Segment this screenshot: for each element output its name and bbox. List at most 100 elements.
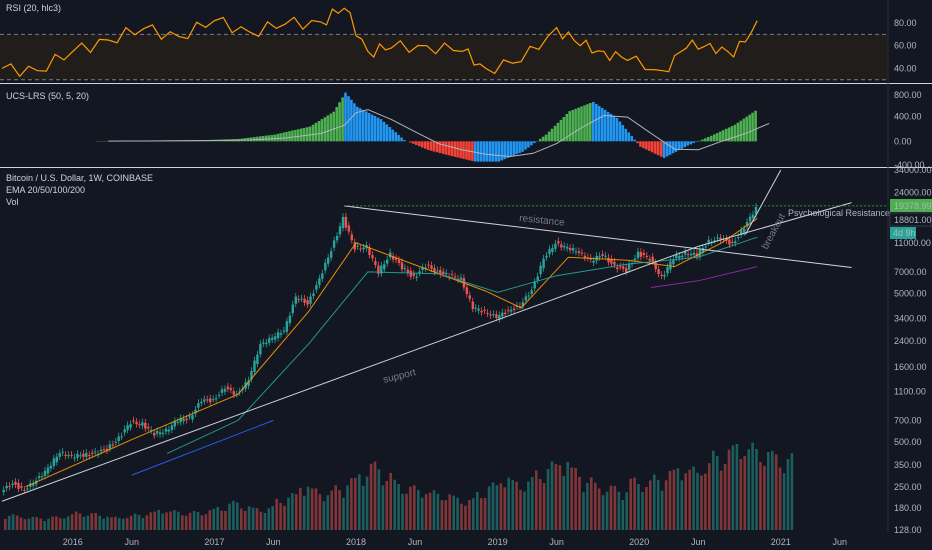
lrs-bar bbox=[577, 107, 580, 142]
volume-bar bbox=[302, 495, 306, 530]
volume-bar bbox=[59, 518, 62, 530]
candle bbox=[418, 271, 421, 274]
candle bbox=[645, 255, 648, 257]
lrs-bar bbox=[441, 141, 445, 154]
candle bbox=[26, 488, 29, 490]
volume-bar bbox=[586, 483, 589, 530]
candle bbox=[138, 424, 141, 426]
volume-bar bbox=[786, 459, 790, 530]
lrs-bar bbox=[302, 127, 306, 142]
lrs-bar bbox=[388, 127, 392, 142]
volume-bar bbox=[550, 461, 554, 530]
time-tick-label: 2020 bbox=[629, 537, 649, 547]
lrs-bar bbox=[715, 133, 719, 142]
volume-legend: Vol bbox=[6, 197, 19, 207]
lrs-bar bbox=[656, 141, 660, 156]
volume-bar bbox=[51, 516, 54, 530]
lrs-bar bbox=[630, 136, 633, 142]
candle bbox=[209, 398, 212, 403]
candle bbox=[223, 389, 227, 392]
volume-bar bbox=[487, 486, 491, 530]
volume-bar bbox=[27, 518, 31, 530]
candle bbox=[521, 302, 525, 307]
volume-bar bbox=[153, 511, 156, 530]
volume-bar bbox=[220, 510, 223, 530]
price-badge-2-text: 18801.00 bbox=[894, 215, 932, 225]
lrs-bar bbox=[320, 119, 324, 142]
volume-bar bbox=[322, 501, 326, 530]
volume-bar bbox=[727, 449, 731, 530]
lrs-bar bbox=[745, 116, 748, 142]
lrs-bar bbox=[586, 104, 589, 142]
lrs-bar bbox=[671, 141, 675, 154]
volume-bar bbox=[157, 509, 160, 530]
volume-bar bbox=[719, 470, 723, 530]
lrs-bar bbox=[344, 92, 347, 142]
volume-bar bbox=[11, 514, 15, 530]
candle bbox=[689, 253, 693, 256]
candle bbox=[347, 225, 351, 232]
time-axis: 2016 Jun 2017 Jun 2018 Jun 2019 Jun 2020 Jun 2021 J… bbox=[63, 537, 847, 547]
volume-bar bbox=[590, 477, 593, 530]
candle bbox=[560, 244, 563, 248]
candle bbox=[214, 398, 218, 400]
lrs-bar bbox=[651, 141, 654, 153]
candle bbox=[551, 248, 554, 252]
lrs-bar bbox=[689, 141, 692, 145]
candle bbox=[442, 271, 445, 275]
candle bbox=[91, 452, 94, 454]
lrs-bar bbox=[249, 137, 253, 142]
lrs-bar bbox=[264, 135, 268, 142]
volume-bar bbox=[385, 480, 389, 530]
candle bbox=[686, 254, 690, 256]
candle bbox=[622, 266, 625, 269]
candle bbox=[153, 432, 156, 436]
volume-bar bbox=[66, 516, 70, 530]
candle bbox=[421, 267, 424, 270]
candle bbox=[312, 293, 315, 297]
candle bbox=[203, 399, 206, 402]
breakout-trendline[interactable] bbox=[698, 202, 852, 247]
lrs-bar bbox=[291, 130, 294, 142]
candle bbox=[583, 255, 587, 259]
volume-bar bbox=[440, 500, 444, 530]
candle bbox=[459, 277, 463, 280]
price-badge-text: 19378.99 bbox=[894, 201, 932, 211]
price-tick-label: 5000.00 bbox=[894, 289, 927, 299]
volume-bar bbox=[149, 512, 153, 530]
lrs-bar bbox=[550, 128, 554, 142]
lrs-bar bbox=[710, 135, 713, 142]
lrs-tick-label: 0.00 bbox=[894, 136, 912, 146]
lrs-bar bbox=[456, 141, 459, 158]
volume-bar bbox=[39, 518, 42, 530]
volume-bar bbox=[114, 516, 117, 530]
volume-bar bbox=[424, 494, 428, 530]
candle bbox=[176, 421, 179, 423]
volume-bar bbox=[236, 502, 239, 530]
volume-bar bbox=[35, 517, 38, 530]
candle bbox=[383, 264, 386, 270]
candle bbox=[32, 483, 35, 486]
candle bbox=[155, 431, 159, 434]
candle bbox=[23, 489, 26, 491]
candle bbox=[577, 251, 581, 253]
volume-bar bbox=[287, 497, 290, 530]
candle bbox=[371, 255, 374, 259]
volume-bar bbox=[747, 449, 750, 530]
lrs-bar bbox=[547, 131, 551, 142]
psychological-resistance-label: Psychological Resistance bbox=[788, 208, 890, 218]
lrs-bar bbox=[544, 134, 548, 142]
lrs-pane: 800.00 400.00 0.00 -400.00 UCS-LRS (50, 5, … bbox=[6, 90, 925, 170]
candle bbox=[108, 444, 112, 449]
time-tick-label: 2017 bbox=[204, 537, 224, 547]
support-trendline[interactable] bbox=[1, 245, 699, 502]
volume-bar bbox=[4, 518, 7, 530]
steep-trendline[interactable] bbox=[744, 169, 782, 235]
volume-bar bbox=[715, 456, 719, 530]
lrs-bar bbox=[276, 133, 279, 142]
resistance-trendline[interactable] bbox=[344, 205, 852, 268]
volume-bar bbox=[161, 513, 164, 530]
candle bbox=[20, 486, 23, 488]
candle bbox=[557, 241, 560, 244]
